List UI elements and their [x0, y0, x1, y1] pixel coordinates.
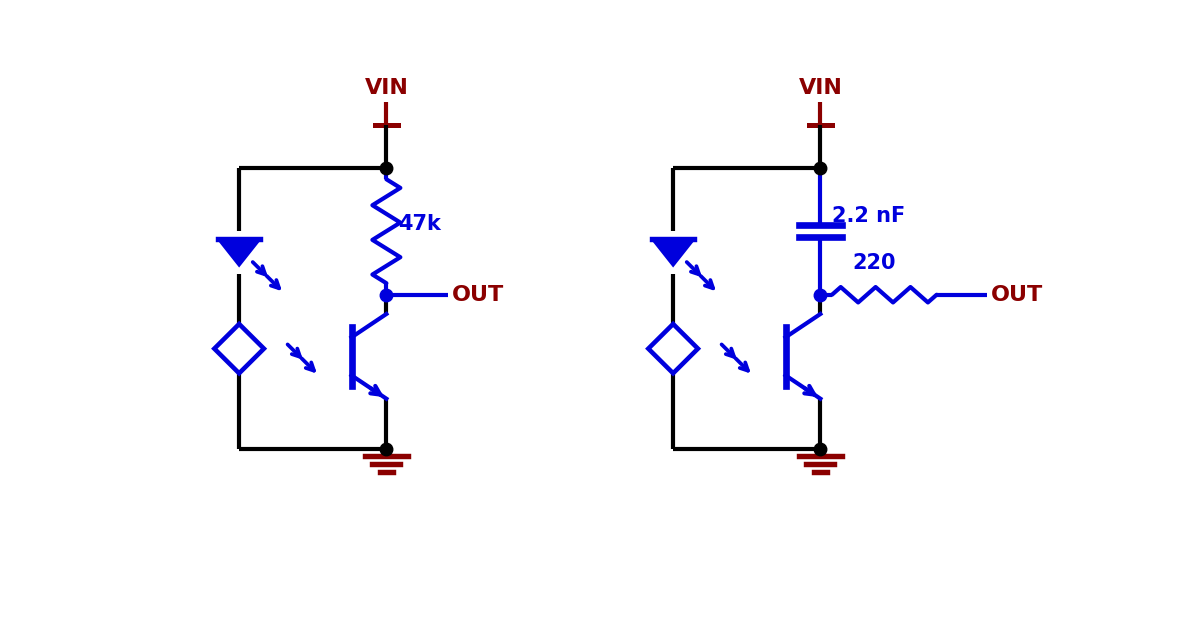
- Text: 220: 220: [853, 253, 896, 273]
- Text: 2.2 nF: 2.2 nF: [832, 206, 905, 226]
- Text: VIN: VIN: [798, 78, 842, 98]
- Polygon shape: [648, 324, 698, 373]
- Text: OUT: OUT: [991, 285, 1043, 305]
- Text: OUT: OUT: [452, 285, 504, 305]
- Text: VIN: VIN: [365, 78, 408, 98]
- Text: 47k: 47k: [398, 214, 440, 233]
- Polygon shape: [218, 239, 260, 266]
- Polygon shape: [652, 239, 695, 266]
- Polygon shape: [215, 324, 264, 373]
